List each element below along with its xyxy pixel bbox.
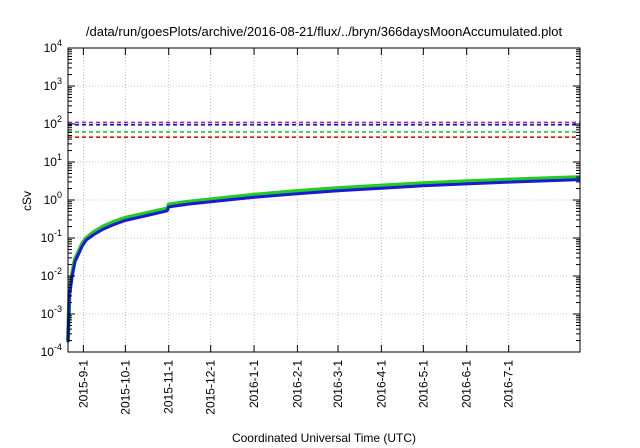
x-tick-label: 2016-5-1 <box>416 360 430 408</box>
x-tick-label: 2016-2-1 <box>290 360 304 408</box>
y-tick-exponent: -2 <box>54 266 62 276</box>
x-axis-label: Coordinated Universal Time (UTC) <box>232 431 416 445</box>
x-tick-label: 2016-7-1 <box>502 360 516 408</box>
x-tick-label: 2015-11-1 <box>162 360 176 414</box>
x-tick-label: 2015-9-1 <box>76 360 90 408</box>
y-tick-exponent: 2 <box>57 114 62 124</box>
y-tick-base: 10 <box>41 307 55 321</box>
x-tick-label: 2016-4-1 <box>374 360 388 408</box>
y-tick-base: 10 <box>41 345 55 359</box>
y-tick-label: 103 <box>44 76 62 93</box>
x-tick-label: 2016-6-1 <box>460 360 474 408</box>
y-tick-base: 10 <box>41 269 55 283</box>
y-tick-label: 100 <box>44 190 62 207</box>
y-axis-label: cSv <box>20 191 34 211</box>
y-tick-label: 10-2 <box>41 266 62 283</box>
series-line <box>66 178 581 343</box>
threshold-lines <box>68 121 580 138</box>
grid <box>68 47 580 353</box>
y-tick-exponent: 1 <box>57 152 62 162</box>
y-tick-exponent: 0 <box>57 190 62 200</box>
x-axis-ticks: 2015-9-1 2015-10-1 2015-11-1 2015-12-1 2016-… <box>76 48 516 415</box>
y-tick-exponent: -1 <box>54 228 62 238</box>
x-tick-label: 2015-10-1 <box>118 360 132 415</box>
y-tick-base: 10 <box>41 231 55 245</box>
x-tick-label: 2016-3-1 <box>331 360 345 408</box>
y-tick-label: 10-4 <box>41 342 62 359</box>
y-tick-label: 10-1 <box>41 228 62 245</box>
series-line <box>66 175 581 341</box>
y-tick-label: 101 <box>44 152 62 169</box>
series-lines <box>66 175 581 343</box>
y-tick-base: 10 <box>44 79 58 93</box>
y-tick-base: 10 <box>44 193 58 207</box>
y-tick-base: 10 <box>44 155 58 169</box>
chart-title: /data/run/goesPlots/archive/2016-08-21/f… <box>86 24 563 39</box>
y-tick-exponent: -4 <box>54 342 62 352</box>
y-tick-label: 102 <box>44 114 62 131</box>
y-tick-base: 10 <box>44 117 58 131</box>
y-tick-label: 104 <box>44 38 62 55</box>
x-tick-label: 2016-1-1 <box>247 360 261 408</box>
y-tick-label: 10-3 <box>41 304 62 321</box>
y-tick-exponent: -3 <box>54 304 62 314</box>
y-tick-exponent: 3 <box>57 76 62 86</box>
x-tick-label: 2015-12-1 <box>204 360 218 415</box>
y-tick-base: 10 <box>44 41 58 55</box>
y-tick-exponent: 4 <box>57 38 62 48</box>
